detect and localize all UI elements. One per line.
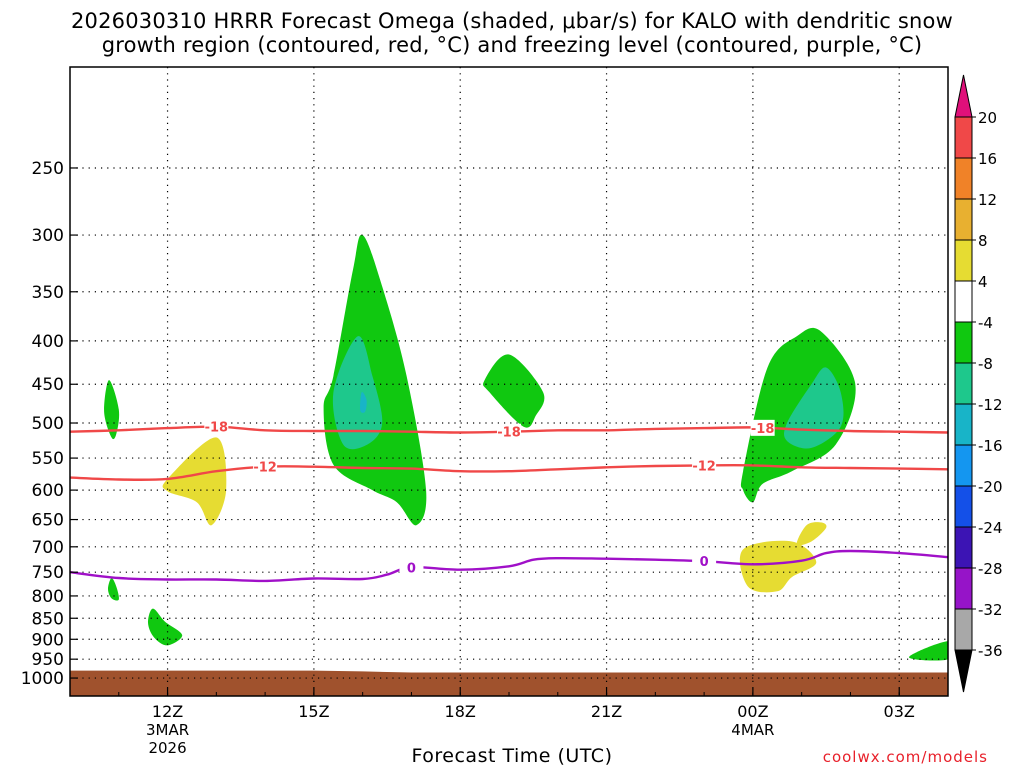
chart-title-line-2: growth region (contoured, red, °C) and f… xyxy=(101,33,923,57)
x-tick-label-15Z: 15Z xyxy=(298,702,329,721)
omega-region-6 xyxy=(360,392,367,413)
colorbar-label-8: -16 xyxy=(978,437,1003,455)
omega-region-1 xyxy=(108,577,119,601)
contour-label-bg-1-1 xyxy=(692,457,717,474)
omega-region-4 xyxy=(323,234,427,526)
colorbar-bin-6 xyxy=(954,362,973,405)
contour-label-1-1: -12 xyxy=(692,459,716,474)
omega-region-3 xyxy=(162,437,227,526)
colorbar-label-12: -32 xyxy=(978,601,1003,619)
colorbar-bin-4 xyxy=(954,280,973,323)
colorbar-label-10: -24 xyxy=(978,519,1003,537)
x-tick-label-18Z: 18Z xyxy=(445,702,476,721)
colorbar-label-3: 8 xyxy=(978,232,988,250)
colorbar-bin-1 xyxy=(954,157,973,200)
colorbar-bin-8 xyxy=(954,444,973,487)
y-tick-label-250: 250 xyxy=(32,159,64,179)
omega-shading-layer xyxy=(104,234,948,661)
x-axis-label: Forecast Time (UTC) xyxy=(411,745,613,767)
y-tick-label-750: 750 xyxy=(32,563,64,583)
contour-label-bg-0-2 xyxy=(750,419,775,436)
y-tick-label-800: 800 xyxy=(32,587,64,607)
contour-label-bg-0-0 xyxy=(204,418,229,435)
y-tick-label-550: 550 xyxy=(32,449,64,469)
colorbar-label-13: -36 xyxy=(978,642,1003,660)
colorbar-label-0: 20 xyxy=(978,109,997,127)
colorbar-label-7: -12 xyxy=(978,396,1003,414)
y-tick-label-1000: 1000 xyxy=(21,669,64,689)
y-tick-label-950: 950 xyxy=(32,650,64,670)
colorbar-bin-2 xyxy=(954,198,973,241)
y-tick-label-300: 300 xyxy=(32,226,64,246)
x-tick-label-12Z: 12Z xyxy=(152,702,183,721)
x-tick-year-12Z: 2026 xyxy=(148,739,186,757)
omega-region-2 xyxy=(147,608,183,646)
colorbar-label-2: 12 xyxy=(978,191,997,209)
y-tick-label-900: 900 xyxy=(32,630,64,650)
x-tick-date-00Z: 4MAR xyxy=(731,721,774,739)
x-tick-label-21Z: 21Z xyxy=(591,702,622,721)
omega-region-5 xyxy=(332,336,383,450)
colorbar-label-9: -20 xyxy=(978,478,1003,496)
y-axis: 2503003504004505005506006507007508008509… xyxy=(21,159,78,689)
omega-region-9 xyxy=(784,367,844,449)
colorbar-bin-7 xyxy=(954,403,973,446)
x-tick-date-12Z: 3MAR xyxy=(146,721,189,739)
omega-region-7 xyxy=(483,354,545,428)
colorbar-label-6: -8 xyxy=(978,355,993,373)
grid-layer xyxy=(70,67,948,696)
colorbar-top-triangle xyxy=(954,74,973,118)
contour-label-0-1: -18 xyxy=(497,426,521,441)
y-tick-label-500: 500 xyxy=(32,414,64,434)
terrain-fill xyxy=(70,670,948,696)
contour-label-1-0: -12 xyxy=(253,461,277,476)
x-tick-label-03Z: 03Z xyxy=(884,702,915,721)
colorbar: 20 16 12 8 4 -4 -8 -12 -16 -20 -24 -28 -32 -36 xyxy=(954,74,1003,693)
terrain-layer xyxy=(70,670,948,696)
colorbar-label-11: -28 xyxy=(978,560,1003,578)
colorbar-bin-9 xyxy=(954,485,973,528)
omega-region-11 xyxy=(796,522,827,546)
y-tick-label-350: 350 xyxy=(32,283,64,303)
contour-label-0-0: -18 xyxy=(205,421,229,436)
contour-layer: -18 -18 -18 -12 -12 0 0 xyxy=(70,418,948,583)
colorbar-bin-11 xyxy=(954,567,973,610)
x-tick-label-00Z: 00Z xyxy=(737,702,768,721)
omega-region-10 xyxy=(739,540,817,593)
contour-label-bg-1-0 xyxy=(253,458,278,475)
y-tick-label-700: 700 xyxy=(32,538,64,558)
y-tick-label-850: 850 xyxy=(32,609,64,629)
chart-title-line-1: 2026030310 HRRR Forecast Omega (shaded, … xyxy=(71,9,953,33)
source-credit[interactable]: coolwx.com/models xyxy=(822,748,988,766)
colorbar-bottom-triangle xyxy=(954,649,973,693)
colorbar-bin-0 xyxy=(954,116,973,159)
contour-label-0-2: -18 xyxy=(751,422,775,437)
colorbar-label-4: 4 xyxy=(978,273,988,291)
colorbar-bin-10 xyxy=(954,526,973,569)
colorbar-bin-12 xyxy=(954,608,973,651)
contour-label-bg-0-1 xyxy=(497,423,521,440)
omega-region-12 xyxy=(909,641,948,661)
contour-label-2-0: 0 xyxy=(407,561,416,576)
omega-region-0 xyxy=(104,380,120,440)
y-tick-label-450: 450 xyxy=(32,375,64,395)
contour-line-2 xyxy=(70,549,948,583)
colorbar-bin-5 xyxy=(954,321,973,364)
colorbar-label-5: -4 xyxy=(978,314,993,332)
colorbar-label-1: 16 xyxy=(978,150,997,168)
y-tick-label-650: 650 xyxy=(32,511,64,531)
y-tick-label-600: 600 xyxy=(32,481,64,501)
y-tick-label-400: 400 xyxy=(32,332,64,352)
colorbar-bin-3 xyxy=(954,239,973,282)
contour-line-1 xyxy=(70,463,948,481)
contour-label-2-1: 0 xyxy=(700,555,709,570)
contour-label-bg-2-0 xyxy=(399,559,424,576)
contour-label-bg-2-1 xyxy=(692,553,717,570)
